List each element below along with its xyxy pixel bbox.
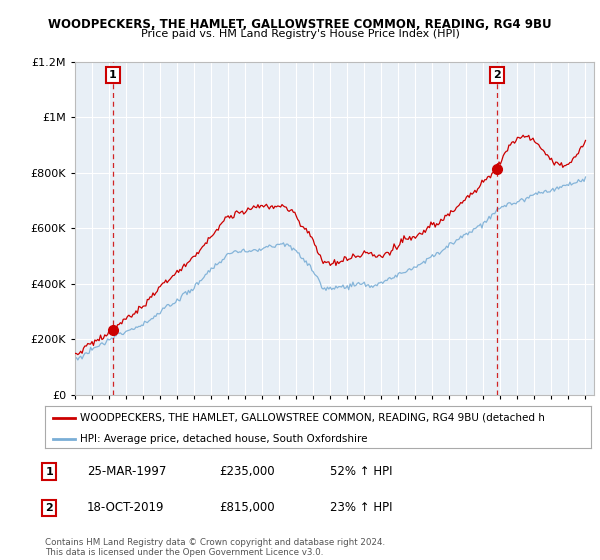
Text: HPI: Average price, detached house, South Oxfordshire: HPI: Average price, detached house, Sout…	[80, 434, 368, 444]
Text: £235,000: £235,000	[219, 465, 275, 478]
Text: 1: 1	[109, 70, 117, 80]
Text: WOODPECKERS, THE HAMLET, GALLOWSTREE COMMON, READING, RG4 9BU (detached h: WOODPECKERS, THE HAMLET, GALLOWSTREE COM…	[80, 413, 545, 423]
Text: WOODPECKERS, THE HAMLET, GALLOWSTREE COMMON, READING, RG4 9BU: WOODPECKERS, THE HAMLET, GALLOWSTREE COM…	[48, 18, 552, 31]
Text: Contains HM Land Registry data © Crown copyright and database right 2024.
This d: Contains HM Land Registry data © Crown c…	[45, 538, 385, 557]
Text: Price paid vs. HM Land Registry's House Price Index (HPI): Price paid vs. HM Land Registry's House …	[140, 29, 460, 39]
Text: 2: 2	[46, 503, 53, 513]
Text: 23% ↑ HPI: 23% ↑ HPI	[330, 501, 392, 515]
Text: 18-OCT-2019: 18-OCT-2019	[87, 501, 164, 515]
Text: £815,000: £815,000	[219, 501, 275, 515]
Text: 1: 1	[46, 466, 53, 477]
Text: 25-MAR-1997: 25-MAR-1997	[87, 465, 166, 478]
Text: 52% ↑ HPI: 52% ↑ HPI	[330, 465, 392, 478]
Text: 2: 2	[493, 70, 501, 80]
